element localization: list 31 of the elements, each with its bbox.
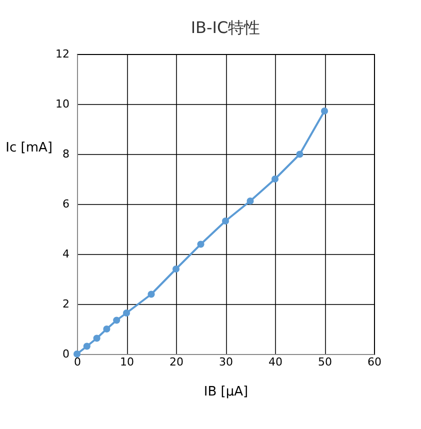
y-tick-label: 0 [62,348,70,360]
x-tick-label: 20 [170,356,184,368]
point [83,342,90,350]
point [103,325,110,333]
y-axis-title: Ic [mA] [6,140,52,156]
x-tick-label: 0 [74,356,81,368]
point [296,150,304,158]
y-tick-label: 2 [62,298,70,310]
point [271,175,279,183]
point [320,107,328,115]
point [93,334,100,342]
x-tick-label: 50 [318,356,332,368]
x-axis-title: IB [μA] [204,384,248,400]
y-tick-label: 10 [56,98,70,110]
point [73,350,81,358]
x-tick-label: 60 [368,356,382,368]
point [113,316,120,324]
y-tick-label: 12 [56,48,70,60]
y-tick-label: 4 [62,248,70,260]
x-tick-label: 30 [219,356,233,368]
point [122,309,130,317]
point [172,265,180,273]
point [222,217,230,225]
x-tick-label: 10 [120,356,134,368]
point [148,290,155,298]
chart-title: IB-IC特性 [190,18,260,37]
y-tick-label: 8 [62,148,70,160]
point [197,240,204,248]
y-tick-label: 6 [62,198,70,210]
x-tick-label: 40 [268,356,282,368]
point [246,197,254,205]
